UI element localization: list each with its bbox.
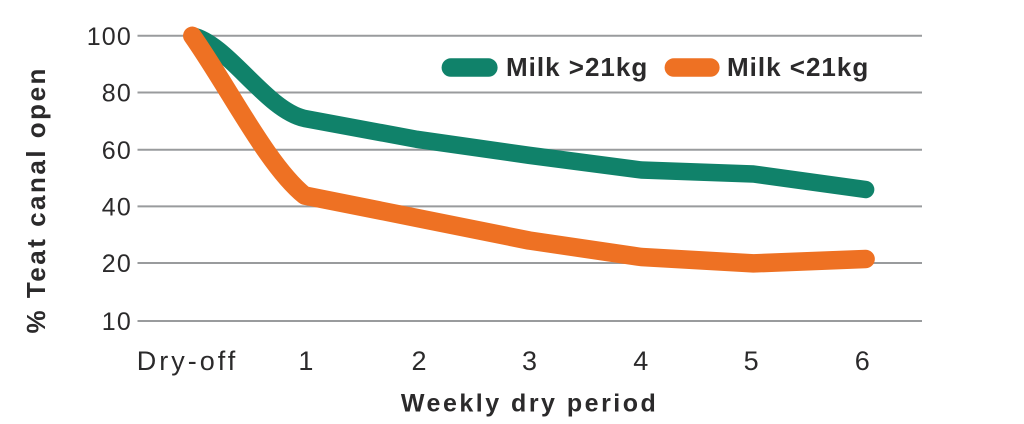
- svg-text:Milk <21kg: Milk <21kg: [727, 52, 869, 82]
- svg-text:Dry-off: Dry-off: [137, 346, 239, 376]
- svg-text:60: 60: [102, 137, 132, 165]
- svg-text:Weekly dry period: Weekly dry period: [401, 390, 658, 418]
- svg-text:4: 4: [633, 346, 651, 376]
- svg-text:1: 1: [298, 346, 316, 376]
- svg-text:2: 2: [411, 346, 429, 376]
- svg-text:Milk >21kg: Milk >21kg: [506, 52, 648, 82]
- svg-text:100: 100: [87, 23, 132, 51]
- svg-text:10: 10: [102, 308, 132, 336]
- svg-text:20: 20: [102, 250, 132, 278]
- svg-text:80: 80: [102, 80, 132, 108]
- svg-text:% Teat canal open: % Teat canal open: [21, 66, 51, 333]
- svg-text:3: 3: [522, 346, 540, 376]
- svg-text:6: 6: [855, 346, 873, 376]
- svg-text:40: 40: [102, 193, 132, 221]
- svg-text:5: 5: [744, 346, 762, 376]
